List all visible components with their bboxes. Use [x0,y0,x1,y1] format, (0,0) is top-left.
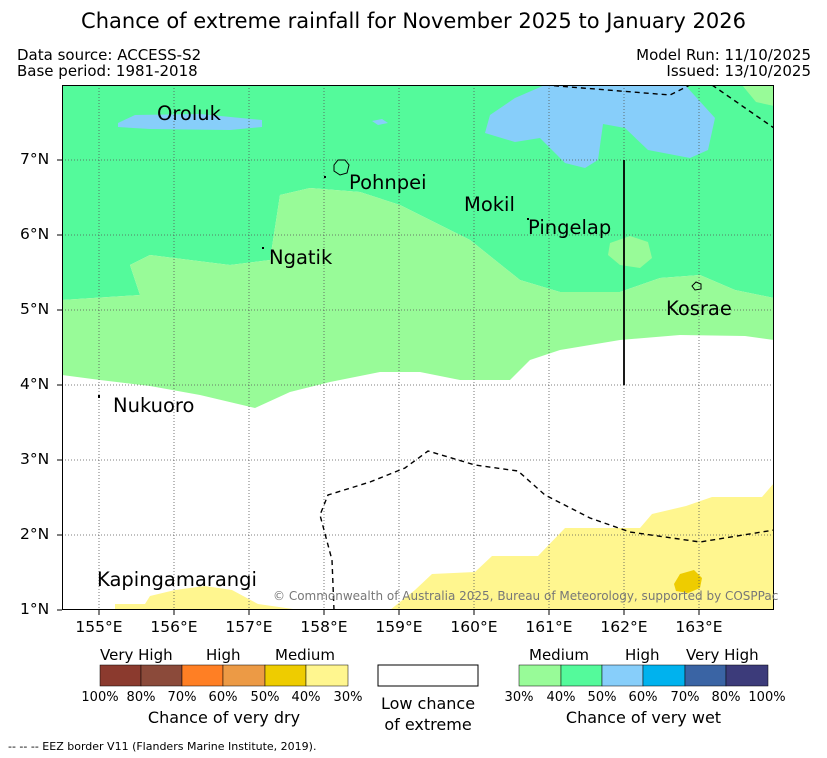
legend-dry-swatch [99,664,142,687]
model-run: Model Run: 11/10/2025 [636,46,811,64]
legend-wet-tick: 50% [587,690,617,705]
map-area [62,85,774,610]
legend-dry-tick: 30% [333,690,363,705]
dry-30-40-region [115,483,774,610]
nukuoro-island [98,395,100,398]
base-period: Base period: 1981-2018 [17,62,198,80]
lon-label: 159°E [375,618,423,636]
legend-low-line1: Low chance [380,694,476,713]
lon-label: 162°E [600,618,648,636]
lon-label: 161°E [525,618,573,636]
legend-wet-tick: 60% [628,690,658,705]
legend-wet-swatch [684,664,727,687]
place-label-nukuoro: Nukuoro [113,394,195,417]
lon-label: 163°E [675,618,723,636]
legend-wet-swatch [601,664,644,687]
wet-50-60-band [118,114,262,130]
legend-wet-tick: 30% [504,690,534,705]
place-label-pingelap: Pingelap [528,216,612,239]
legend-dry-swatch [264,664,307,687]
place-label-oroluk: Oroluk [157,102,221,125]
kosrae-island [691,281,702,291]
place-label-pohnpei: Pohnpei [349,171,427,194]
wet-50-60-speck [372,119,388,125]
legend-dry-swatch [222,664,266,687]
lat-label: 7°N [20,150,50,168]
legend-dry-swatch [140,664,183,687]
pingelap-island [527,218,529,220]
legend-low-swatch [377,664,479,687]
legend-wet-swatch [560,664,603,687]
legend-dry-caption: Chance of very dry [147,708,301,727]
legend-dry-group: Very High [100,646,173,664]
wet-30-40-corner [742,85,774,106]
lon-label: 157°E [225,618,273,636]
legend-wet-tick: 70% [670,690,700,705]
legend-low-line2: of extreme [384,715,472,734]
lat-label: 4°N [20,375,50,393]
legend-dry-group: Medium [275,646,335,664]
eez-footnote: -- -- -- EEZ border V11 (Flanders Marine… [8,740,317,753]
legend-wet-swatch [642,664,686,687]
legend-wet-caption: Chance of very wet [565,708,722,727]
dry-40-50-patch [674,570,702,593]
issued-date: Issued: 13/10/2025 [666,62,811,80]
legend-wet-tick: 100% [748,690,786,705]
data-source: Data source: ACCESS-S2 [17,46,202,64]
legend-dry-tick: 80% [126,690,156,705]
legend-wet-group: High [625,646,660,664]
place-label-kapingamarangi: Kapingamarangi [97,568,257,591]
legend-dry-tick: 60% [208,690,238,705]
wet-30-40-region [62,188,774,408]
legend-dry-swatch [305,664,349,687]
lon-label: 160°E [450,618,498,636]
legend-dry-bar [99,664,349,687]
legend-dry-tick: 40% [291,690,321,705]
wet-30-40-patch [608,236,652,268]
wet-50-60-region [485,85,715,168]
eez-border [319,85,774,610]
chart-title: Chance of extreme rainfall for November … [81,9,746,33]
legend-wet-group: Very High [686,646,759,664]
lat-label: 1°N [20,600,50,618]
legend-wet-tick: 80% [711,690,741,705]
legend-wet-swatch [725,664,769,687]
legend-wet-bar [518,664,769,687]
legend-dry-tick: 100% [81,690,119,705]
legend-dry-tick: 50% [250,690,280,705]
legend-wet-tick: 40% [546,690,576,705]
legend-wet-group: Medium [529,646,589,664]
map-frame [62,85,774,610]
ngatik-island [262,247,264,249]
lat-label: 2°N [20,525,50,543]
pohnpei-island [333,159,350,176]
legend-dry-swatch [181,664,224,687]
legend-dry-tick: 70% [167,690,197,705]
place-label-mokil: Mokil [464,193,515,216]
lat-label: 6°N [20,225,50,243]
legend-dry-group: High [206,646,241,664]
ant-atoll [324,176,326,178]
lat-label: 3°N [20,450,50,468]
lat-label: 5°N [20,300,50,318]
lon-label: 155°E [75,618,123,636]
copyright-notice: © Commonwealth of Australia 2025, Bureau… [273,589,779,603]
axis-ticks [57,159,700,615]
place-label-ngatik: Ngatik [269,246,333,269]
lon-label: 156°E [150,618,198,636]
legend-wet-swatch [518,664,562,687]
lon-label: 158°E [300,618,348,636]
place-label-kosrae: Kosrae [666,297,732,320]
